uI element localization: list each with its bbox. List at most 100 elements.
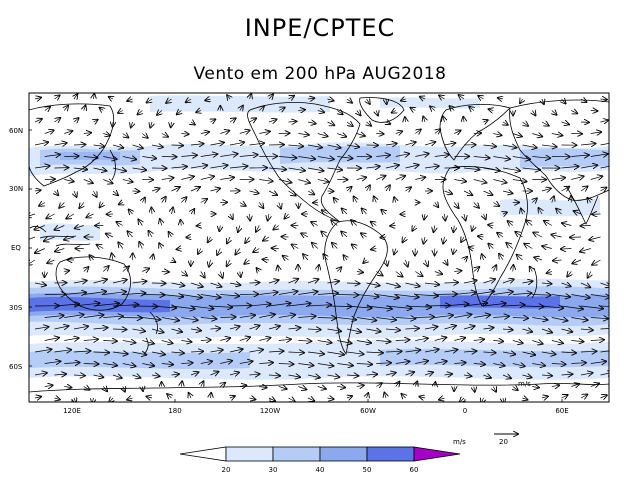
wind-vector bbox=[474, 203, 479, 208]
lon-label-0: 0 bbox=[463, 407, 467, 415]
wind-vector bbox=[469, 107, 474, 111]
wind-vector bbox=[83, 157, 98, 158]
wind-vector bbox=[590, 318, 608, 319]
wind-vector bbox=[73, 326, 88, 329]
wind-vector bbox=[298, 134, 309, 135]
wind-vector bbox=[151, 352, 165, 355]
wind-vector bbox=[54, 326, 69, 329]
wind-vector bbox=[34, 397, 41, 398]
wind-vector bbox=[571, 176, 583, 179]
legend-tick-40: 40 bbox=[316, 466, 325, 474]
wind-vector bbox=[551, 295, 570, 297]
reference-value-label: 20 bbox=[499, 438, 508, 446]
wind-vector bbox=[307, 352, 324, 354]
wind-vector bbox=[161, 364, 173, 365]
wind-vector bbox=[132, 329, 146, 331]
wind-vector bbox=[445, 260, 448, 265]
wind-vector bbox=[347, 187, 352, 191]
wind-vector bbox=[481, 398, 483, 402]
wind-vector bbox=[211, 119, 216, 122]
wind-vector bbox=[590, 361, 606, 363]
wind-vector bbox=[303, 254, 308, 261]
wind-vector bbox=[307, 375, 320, 378]
wind-vector bbox=[210, 306, 233, 307]
wind-vector bbox=[54, 350, 72, 352]
wind-vector bbox=[122, 293, 146, 295]
wind-vector bbox=[473, 291, 494, 294]
wind-vector bbox=[152, 255, 153, 261]
wind-vector bbox=[210, 188, 221, 191]
wind-vector bbox=[600, 142, 609, 145]
wind-vector bbox=[590, 295, 609, 298]
wind-vector bbox=[131, 122, 133, 127]
wind-vector bbox=[551, 134, 563, 136]
wind-vector bbox=[367, 122, 372, 126]
wind-vector bbox=[424, 372, 433, 375]
wind-vector bbox=[473, 315, 490, 318]
wind-vector bbox=[181, 363, 192, 364]
wind-vector bbox=[483, 145, 497, 147]
wind-vector bbox=[44, 237, 55, 241]
wind-vector bbox=[371, 222, 377, 226]
wind-vector bbox=[561, 329, 573, 332]
wind-vectors bbox=[29, 94, 609, 402]
wind-vector bbox=[444, 191, 453, 194]
wind-vector bbox=[542, 99, 544, 104]
wind-vector bbox=[551, 341, 563, 344]
wind-vector bbox=[171, 122, 172, 127]
wind-vector bbox=[533, 233, 543, 238]
lat-label-60s: 60S bbox=[9, 363, 23, 371]
wind-vector bbox=[84, 267, 89, 272]
wind-vector bbox=[229, 166, 247, 168]
wind-vector bbox=[190, 351, 203, 352]
wind-vector bbox=[249, 326, 260, 330]
wind-vector bbox=[459, 95, 464, 99]
wind-vector bbox=[288, 121, 297, 122]
wind-vector bbox=[385, 283, 400, 287]
wind-vector bbox=[278, 266, 279, 272]
wind-vector bbox=[571, 295, 589, 298]
wind-vector bbox=[113, 191, 118, 195]
wind-vector bbox=[484, 120, 488, 122]
wind-vector bbox=[29, 214, 36, 217]
wind-vector bbox=[285, 214, 289, 219]
wind-vector bbox=[181, 134, 188, 135]
wind-vector bbox=[298, 157, 315, 160]
wind-vector bbox=[386, 185, 390, 192]
wind-vector bbox=[425, 259, 428, 266]
wind-vector bbox=[64, 106, 68, 111]
wind-vector bbox=[367, 393, 369, 398]
wind-vector bbox=[34, 98, 41, 100]
wind-vector bbox=[580, 165, 597, 168]
wind-vector bbox=[151, 375, 160, 376]
wind-vector bbox=[112, 352, 128, 354]
wind-vector bbox=[474, 387, 475, 392]
wind-vector bbox=[317, 111, 324, 113]
wind-vector bbox=[454, 271, 461, 272]
wind-vector bbox=[434, 337, 447, 340]
wind-vector bbox=[551, 364, 566, 365]
wind-vector bbox=[580, 373, 593, 375]
wind-vector bbox=[600, 305, 609, 307]
wind-vector bbox=[342, 209, 347, 214]
wind-vector bbox=[229, 142, 244, 145]
wind-vector bbox=[103, 387, 107, 392]
wind-vector bbox=[249, 118, 257, 122]
wind-vector bbox=[493, 341, 503, 342]
wind-vector bbox=[405, 372, 415, 375]
wind-vector bbox=[142, 341, 154, 344]
wind-vector bbox=[129, 210, 133, 215]
wind-vector bbox=[356, 272, 363, 273]
wind-vector bbox=[278, 291, 298, 294]
wind-vector bbox=[522, 306, 544, 307]
wind-vector bbox=[532, 318, 547, 320]
wind-vector bbox=[463, 280, 477, 283]
wind-vector bbox=[73, 351, 90, 352]
wind-vector bbox=[444, 326, 456, 329]
wind-vector bbox=[502, 145, 516, 148]
wind-vector bbox=[464, 257, 467, 260]
wind-vector bbox=[83, 292, 106, 295]
wind-vector bbox=[502, 305, 525, 306]
wind-vector bbox=[561, 306, 583, 309]
wind-vector bbox=[167, 394, 171, 398]
